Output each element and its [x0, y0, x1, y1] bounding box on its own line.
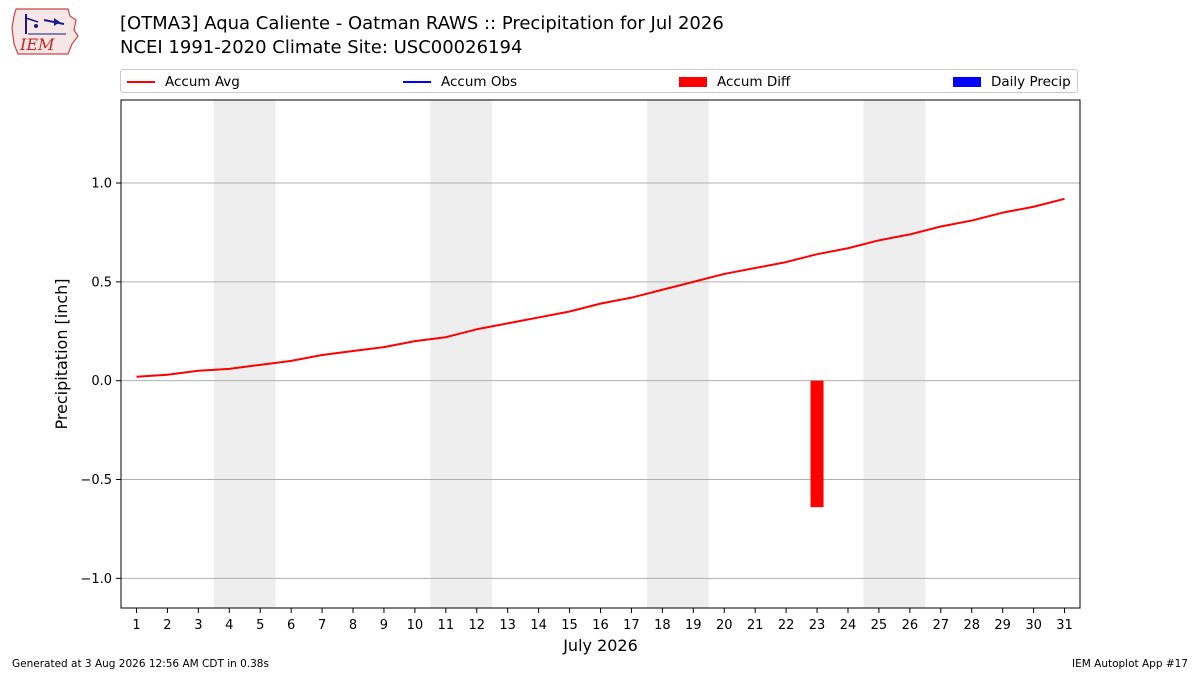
- footer-app: IEM Autoplot App #17: [1072, 658, 1188, 670]
- gridlines: [121, 182, 1080, 579]
- x-tick-label: 8: [349, 618, 357, 633]
- x-tick-label: 3: [194, 618, 202, 633]
- legend-label-accum-diff: Accum Diff: [717, 74, 791, 90]
- y-tick-label: −1.0: [80, 572, 112, 587]
- x-tick-label: 31: [1056, 618, 1073, 633]
- y-axis: −1.0 −0.5 0.0 0.5 1.0: [80, 177, 121, 587]
- x-tick-label: 6: [287, 618, 295, 633]
- x-tick-label: 13: [499, 618, 516, 633]
- weekend-band-3: [646, 100, 709, 608]
- x-tick-label: 7: [318, 618, 326, 633]
- x-axis: 1 2 3 4 5 6 7 8 9 10 11 12 13 14 15 16 17 18 19 20 21 22 23 24 2…: [132, 608, 1073, 633]
- x-tick-label: 1: [132, 618, 140, 633]
- legend-swatch-accum-avg: [127, 81, 155, 83]
- chart-subtitle: NCEI 1991-2020 Climate Site: USC00026194: [120, 37, 523, 58]
- legend-item-accum-avg: Accum Avg: [127, 73, 240, 91]
- legend-label-daily-precip: Daily Precip: [991, 74, 1071, 90]
- x-tick-label: 28: [963, 618, 980, 633]
- legend-label-accum-obs: Accum Obs: [441, 74, 518, 90]
- weekend-band-2: [430, 100, 493, 608]
- x-tick-label: 4: [225, 618, 233, 633]
- x-tick-label: 9: [380, 618, 388, 633]
- legend-item-accum-diff: Accum Diff: [679, 73, 790, 91]
- y-tick-label: 0.0: [91, 374, 112, 389]
- x-tick-label: 2: [163, 618, 171, 633]
- weekend-shading: [213, 100, 926, 608]
- footer-generated: Generated at 3 Aug 2026 12:56 AM CDT in …: [12, 658, 269, 670]
- chart-title: [OTMA3] Aqua Caliente - Oatman RAWS :: P…: [120, 13, 724, 34]
- x-tick-label: 11: [438, 618, 455, 633]
- x-tick-label: 19: [685, 618, 702, 633]
- x-tick-label: 15: [561, 618, 578, 633]
- weekend-band-1: [213, 100, 276, 608]
- x-tick-label: 26: [902, 618, 919, 633]
- legend-swatch-accum-obs: [403, 81, 431, 83]
- iem-logo-icon: IEM: [11, 8, 79, 55]
- x-tick-label: 24: [840, 618, 857, 633]
- x-tick-label: 18: [654, 618, 671, 633]
- x-tick-label: 29: [994, 618, 1011, 633]
- y-tick-label: 0.5: [91, 275, 112, 290]
- accum-diff-bars: [810, 380, 824, 508]
- bar-accum-diff: [810, 380, 824, 508]
- logo-text: IEM: [19, 35, 55, 54]
- y-tick-label: 1.0: [91, 177, 112, 192]
- legend-swatch-accum-diff: [679, 77, 707, 87]
- x-tick-label: 14: [530, 618, 547, 633]
- x-tick-label: 5: [256, 618, 264, 633]
- x-tick-label: 10: [407, 618, 424, 633]
- y-axis-label: Precipitation [inch]: [52, 278, 71, 429]
- x-tick-label: 27: [933, 618, 950, 633]
- legend-item-daily-precip: Daily Precip: [953, 73, 1071, 91]
- iem-logo: IEM: [8, 6, 82, 58]
- legend: Accum Avg Accum Obs Accum Diff Daily Pre…: [120, 69, 1078, 93]
- x-tick-label: 16: [592, 618, 609, 633]
- legend-swatch-daily-precip: [953, 77, 981, 87]
- x-tick-label: 25: [871, 618, 888, 633]
- x-tick-label: 21: [747, 618, 764, 633]
- legend-label-accum-avg: Accum Avg: [165, 74, 240, 90]
- y-tick-label: −0.5: [80, 473, 112, 488]
- x-tick-label: 23: [809, 618, 826, 633]
- series-lines: [136, 197, 1065, 378]
- legend-item-accum-obs: Accum Obs: [403, 73, 517, 91]
- x-axis-label: July 2026: [562, 636, 638, 655]
- x-tick-label: 12: [468, 618, 485, 633]
- x-tick-label: 17: [623, 618, 640, 633]
- x-tick-label: 20: [716, 618, 733, 633]
- weekend-band-4: [863, 100, 926, 608]
- x-tick-label: 22: [778, 618, 795, 633]
- x-tick-label: 30: [1025, 618, 1042, 633]
